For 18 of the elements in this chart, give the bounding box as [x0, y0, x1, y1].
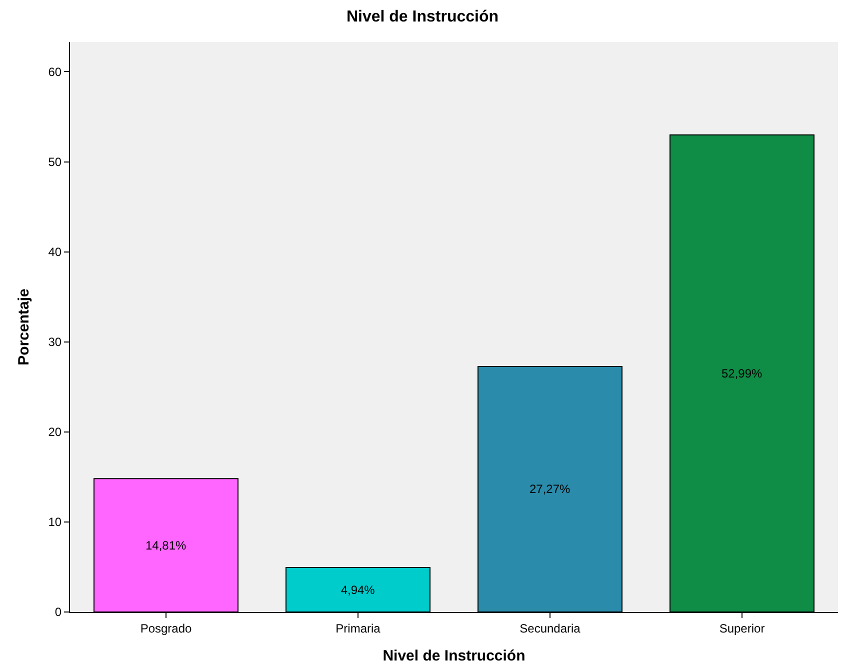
chart-title: Nivel de Instrucción	[346, 8, 499, 26]
x-tick-label: Superior	[719, 621, 765, 636]
y-tick-label: 40	[48, 245, 62, 260]
x-tick-label: Secundaria	[520, 621, 581, 636]
y-axis-title: Porcentaje	[15, 288, 32, 366]
x-axis-title: Nivel de Instrucción	[382, 647, 526, 664]
y-tick-label: 30	[48, 335, 62, 350]
x-tick-label: Posgrado	[140, 621, 192, 636]
data-label: 4,94%	[340, 582, 376, 597]
y-tick-label: 0	[54, 605, 62, 620]
y-tick-label: 60	[48, 64, 62, 79]
y-tick-label: 50	[48, 154, 62, 169]
data-label: 27,27%	[529, 482, 571, 496]
x-tick-label: Primaria	[336, 621, 381, 636]
y-tick-label: 20	[48, 425, 62, 440]
y-tick-label: 10	[48, 515, 62, 530]
data-label: 52,99%	[721, 366, 763, 380]
data-label: 14,81%	[145, 538, 187, 552]
